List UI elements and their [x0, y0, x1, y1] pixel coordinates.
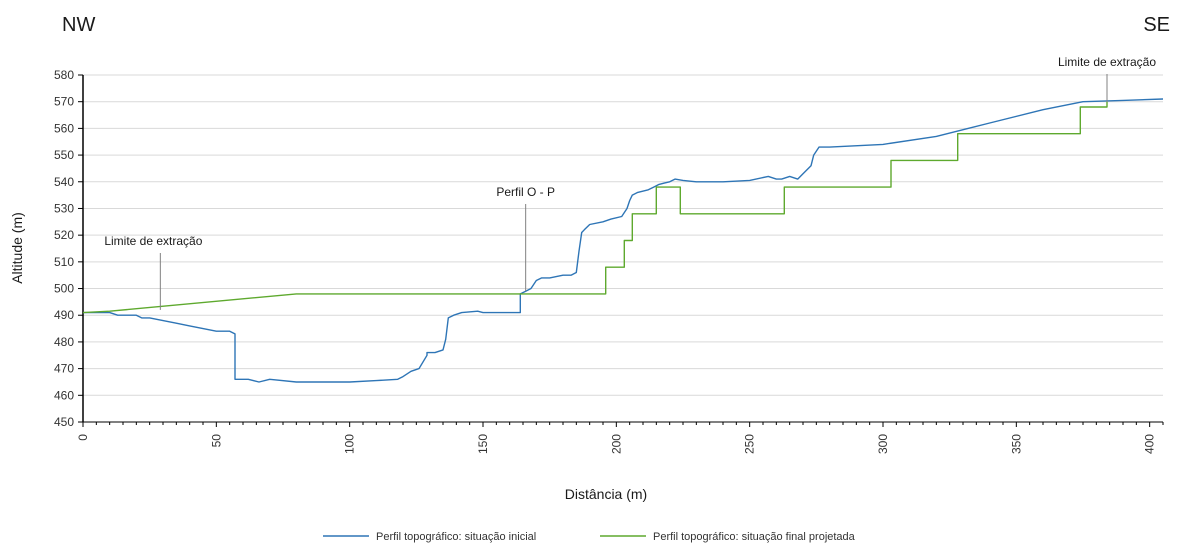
- y-tick-label: 470: [54, 362, 74, 376]
- annotation-label: Limite de extração: [1058, 55, 1156, 69]
- x-axis-title: Distância (m): [565, 486, 647, 502]
- x-tick-label: 400: [1143, 434, 1157, 454]
- y-tick-label: 540: [54, 175, 74, 189]
- x-tick-label: 250: [743, 434, 757, 454]
- x-tick-label: 150: [476, 434, 490, 454]
- y-axis-title: Altitude (m): [9, 212, 25, 284]
- y-tick-label: 460: [54, 388, 74, 402]
- x-tick-label: 0: [76, 434, 90, 441]
- y-tick-label: 490: [54, 308, 74, 322]
- x-tick-label: 200: [609, 434, 623, 454]
- x-tick-label: 300: [876, 434, 890, 454]
- legend-label: Perfil topográfico: situação final proje…: [653, 531, 856, 543]
- y-tick-label: 550: [54, 148, 74, 162]
- x-tick-label: 350: [1009, 434, 1023, 454]
- direction-label-se: SE: [1143, 14, 1170, 36]
- legend-label: Perfil topográfico: situação inicial: [376, 531, 536, 543]
- y-tick-label: 480: [54, 335, 74, 349]
- y-tick-label: 450: [54, 415, 74, 429]
- y-tick-label: 510: [54, 255, 74, 269]
- x-tick-label: 50: [209, 434, 223, 448]
- x-tick-label: 100: [343, 434, 357, 454]
- y-tick-label: 570: [54, 95, 74, 109]
- direction-label-nw: NW: [62, 14, 96, 36]
- series-initial-line: [83, 98, 1164, 383]
- y-tick-label: 580: [54, 68, 74, 82]
- y-tick-label: 520: [54, 228, 74, 242]
- y-tick-label: 560: [54, 121, 74, 135]
- annotation-label: Limite de extração: [104, 234, 202, 248]
- y-tick-label: 530: [54, 201, 74, 215]
- y-tick-label: 500: [54, 282, 74, 296]
- annotation-label: Perfil O - P: [496, 185, 555, 199]
- series-final-line: [82, 101, 1108, 314]
